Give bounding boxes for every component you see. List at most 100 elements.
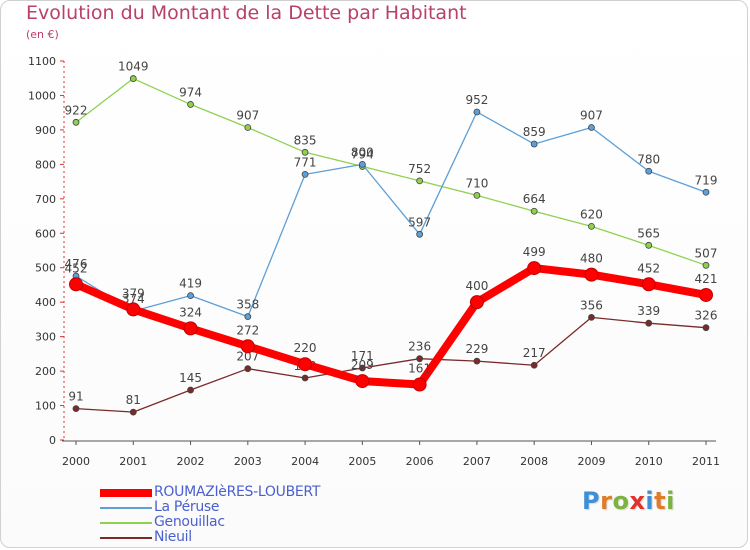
legend-swatch-la-p-ruse <box>100 507 152 509</box>
y-tick-label: 0 <box>49 434 56 447</box>
data-label-genouillac: 565 <box>637 226 660 240</box>
x-tick-label: 2007 <box>463 455 491 468</box>
data-point-genouillac <box>129 75 137 82</box>
data-point-genouillac <box>530 207 538 215</box>
y-tick-label: 700 <box>35 193 56 206</box>
data-point-genouillac <box>588 222 595 230</box>
data-label-nieuil: 229 <box>465 342 488 356</box>
logo-letter: x <box>629 487 646 515</box>
data-point-genouillac <box>645 241 653 249</box>
data-point-nieuil <box>645 319 653 327</box>
y-tick-label: 500 <box>35 262 56 275</box>
data-point-roumazi-res-loubert <box>355 374 370 389</box>
data-point-nieuil <box>244 365 252 373</box>
legend-swatch-genouillac <box>100 522 152 524</box>
data-label-roumazi-res-loubert: 480 <box>580 252 603 266</box>
chart-title: Evolution du Montant de la Dette par Hab… <box>26 2 467 24</box>
data-point-la-p-ruse <box>187 292 194 300</box>
data-point-nieuil <box>588 313 595 321</box>
data-label-roumazi-res-loubert: 499 <box>523 245 546 259</box>
data-label-la-p-ruse: 476 <box>65 257 88 271</box>
y-tick-label: 600 <box>35 227 56 240</box>
x-tick-label: 2008 <box>520 455 548 468</box>
data-label-genouillac: 507 <box>695 246 718 260</box>
data-point-la-p-ruse <box>473 108 481 116</box>
data-point-roumazi-res-loubert <box>126 302 141 317</box>
data-point-nieuil <box>530 361 538 369</box>
data-point-nieuil <box>301 374 309 382</box>
data-point-genouillac <box>416 177 424 185</box>
data-point-nieuil <box>187 386 194 394</box>
data-label-roumazi-res-loubert: 379 <box>122 286 145 300</box>
data-label-genouillac: 710 <box>465 176 488 190</box>
data-label-genouillac: 1049 <box>118 60 149 74</box>
series-line-la-p-ruse <box>75 111 707 318</box>
legend-label-la-p-ruse: La Péruse <box>154 499 220 515</box>
data-label-nieuil: 339 <box>637 304 660 318</box>
series-line-genouillac <box>75 77 707 266</box>
chart-subtitle: (en €) <box>26 28 59 41</box>
data-label-genouillac: 794 <box>351 147 374 161</box>
x-tick-label: 2000 <box>62 455 90 468</box>
data-point-la-p-ruse <box>645 167 653 175</box>
legend-label-roumazi-res-loubert: ROUMAZIèRES-LOUBERT <box>154 484 321 500</box>
legend-swatch-roumazi-res-loubert <box>100 489 152 497</box>
series-line-roumazi-res-loubert <box>72 264 710 389</box>
data-point-nieuil <box>72 405 80 413</box>
x-tick-label: 2006 <box>406 455 434 468</box>
data-point-roumazi-res-loubert <box>699 287 713 302</box>
data-label-roumazi-res-loubert: 421 <box>695 272 718 286</box>
data-point-genouillac <box>244 124 252 131</box>
data-point-nieuil <box>473 357 481 365</box>
data-point-roumazi-res-loubert <box>240 339 255 354</box>
data-point-la-p-ruse <box>588 124 595 131</box>
data-label-genouillac: 907 <box>236 108 259 122</box>
data-label-nieuil: 326 <box>695 309 718 323</box>
x-tick-label: 2001 <box>119 455 147 468</box>
data-point-genouillac <box>473 191 481 199</box>
data-label-la-p-ruse: 859 <box>523 125 546 139</box>
legend-label-nieuil: Nieuil <box>154 529 192 545</box>
data-label-roumazi-res-loubert: 272 <box>236 323 259 337</box>
data-label-genouillac: 835 <box>294 133 317 147</box>
data-point-nieuil <box>358 364 366 372</box>
data-label-nieuil: 236 <box>408 340 431 354</box>
data-label-la-p-ruse: 597 <box>408 215 431 229</box>
data-point-roumazi-res-loubert <box>641 277 656 292</box>
data-label-la-p-ruse: 780 <box>637 152 660 166</box>
logo-letter: o <box>612 487 630 515</box>
x-tick-label: 2009 <box>577 455 605 468</box>
data-label-roumazi-res-loubert: 209 <box>351 358 374 372</box>
data-point-genouillac <box>187 101 194 108</box>
data-label-genouillac: 664 <box>523 192 546 206</box>
data-label-nieuil: 81 <box>126 393 141 407</box>
data-label-roumazi-res-loubert: 324 <box>179 305 202 319</box>
data-label-nieuil: 217 <box>523 346 546 360</box>
x-tick-label: 2005 <box>348 455 376 468</box>
data-point-la-p-ruse <box>301 170 309 178</box>
legend-swatch-nieuil <box>100 537 152 539</box>
x-tick-label: 2004 <box>291 455 319 468</box>
y-tick-label: 900 <box>35 124 56 137</box>
legend-label-genouillac: Genouillac <box>154 514 225 530</box>
data-point-roumazi-res-loubert <box>584 267 599 282</box>
data-point-nieuil <box>702 324 710 332</box>
x-tick-label: 2002 <box>177 455 205 468</box>
data-point-roumazi-res-loubert <box>469 295 484 310</box>
y-tick-label: 400 <box>35 296 56 309</box>
y-tick-label: 100 <box>35 400 56 413</box>
y-tick-label: 800 <box>35 158 56 171</box>
data-label-la-p-ruse: 771 <box>294 155 317 169</box>
data-point-la-p-ruse <box>530 140 538 148</box>
data-label-roumazi-res-loubert: 452 <box>65 261 88 275</box>
data-point-nieuil <box>416 355 424 363</box>
proxiti-logo: Proxiti <box>582 487 675 515</box>
data-point-roumazi-res-loubert <box>412 377 427 392</box>
data-label-nieuil: 171 <box>351 349 374 363</box>
data-label-roumazi-res-loubert: 452 <box>637 261 660 275</box>
data-point-genouillac <box>702 261 710 269</box>
data-label-nieuil: 91 <box>68 390 83 404</box>
x-tick-label: 2003 <box>234 455 262 468</box>
logo-letter: i <box>645 487 655 515</box>
